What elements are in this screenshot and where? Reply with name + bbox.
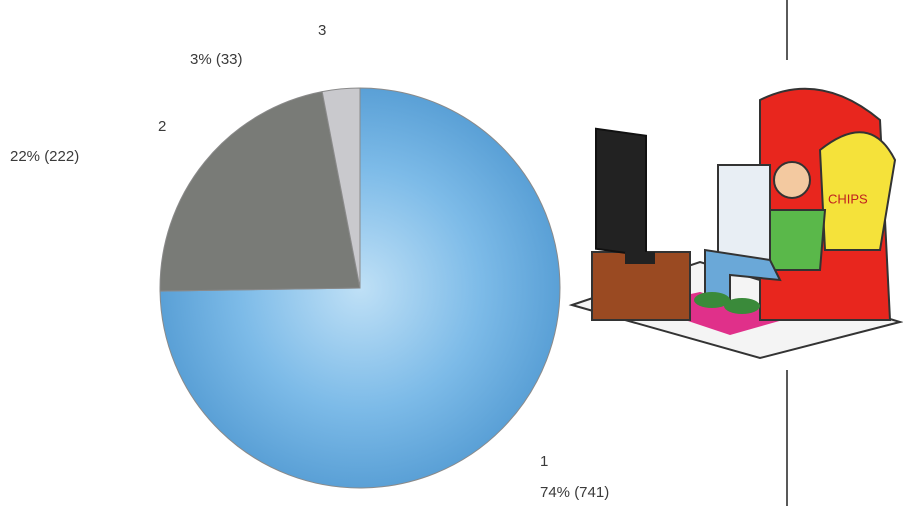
illustration: CHIPS — [568, 87, 903, 360]
value-label: 22% (222) — [10, 148, 79, 165]
category-label: 2 — [158, 118, 166, 135]
value-label: 74% (741) — [540, 484, 609, 501]
category-label: 1 — [540, 453, 548, 470]
pie-slice — [321, 87, 361, 289]
category-label: 3 — [318, 22, 326, 39]
pie-slice — [159, 91, 361, 292]
chips-text: CHIPS — [828, 191, 868, 206]
value-label: 3% (33) — [190, 51, 243, 68]
